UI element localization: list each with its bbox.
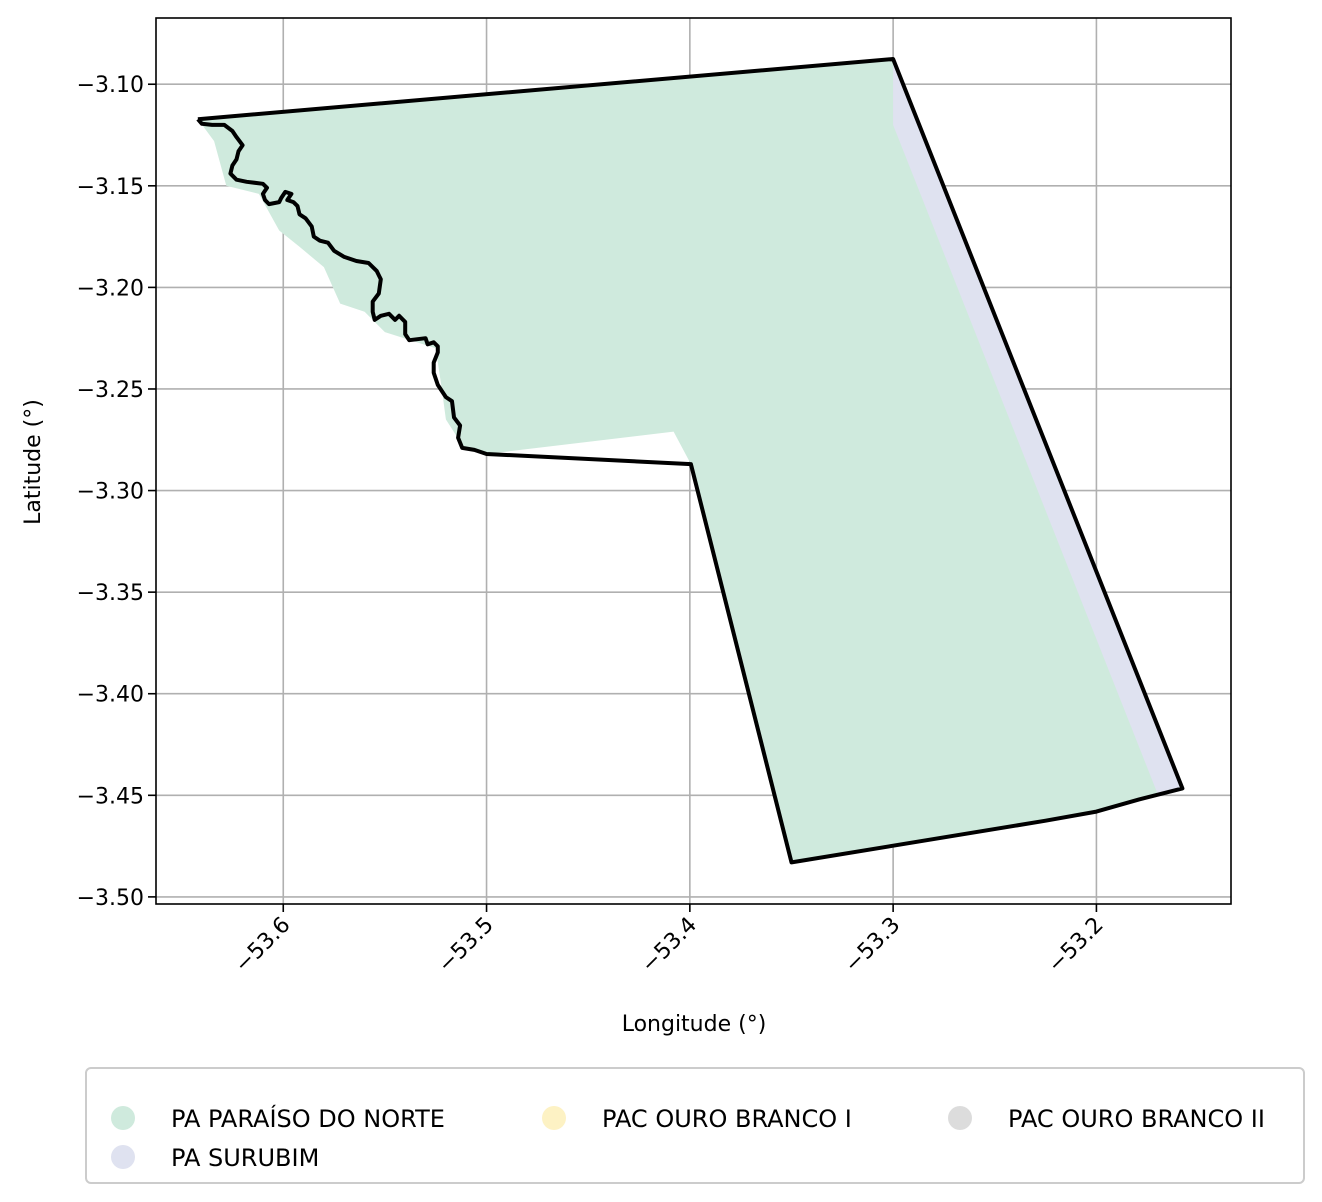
legend-label-pac-ouro-branco-i: PAC OURO BRANCO I [602,1105,852,1133]
y-tick-label-6: −3.40 [77,683,144,708]
legend-label-pac-ouro-branco-ii: PAC OURO BRANCO II [1008,1105,1265,1133]
y-axis-ticks: −3.10 −3.15 −3.20 −3.25 −3.30 −3.35 −3.40 −3.45… [77,73,156,911]
y-tick-label-8: −3.50 [77,886,144,911]
y-axis-title: Latitude (°) [21,399,46,525]
y-tick-label-5: −3.35 [77,581,144,606]
legend-marker-pac-ouro-branco-ii [948,1106,972,1130]
y-tick-label-3: −3.25 [77,378,144,403]
y-tick-label-1: −3.15 [77,175,144,200]
settlement-boundary-line [196,57,1185,865]
plot-area: −53.6 −53.5 −53.4 −53.3 −53.2 −3.10−3.15−3.2… [77,17,1232,978]
y-tick-label-4: −3.30 [77,480,144,505]
x-axis-title: Longitude (°) [622,1012,767,1037]
y-tick-label-2: −3.20 [77,276,144,301]
legend-marker-pa-paraiso-do-norte [111,1106,135,1130]
legend-marker-pac-ouro-branco-i [542,1106,566,1130]
pa-paraiso-do-norte-area [197,59,1180,863]
axes-frame [155,17,1232,905]
legend-label-pa-surubim: PA SURUBIM [171,1144,319,1172]
legend-marker-pa-surubim [111,1145,135,1169]
legend-label-pa-paraiso-do-norte: PA PARAÍSO DO NORTE [171,1104,445,1133]
legend: PA PARAÍSO DO NORTE PA SURUBIM PAC OURO … [85,1067,1305,1184]
y-tick-label-0: −3.10 [77,73,144,98]
y-tick-label-7: −3.45 [77,784,144,809]
legend-box [85,1067,1305,1184]
